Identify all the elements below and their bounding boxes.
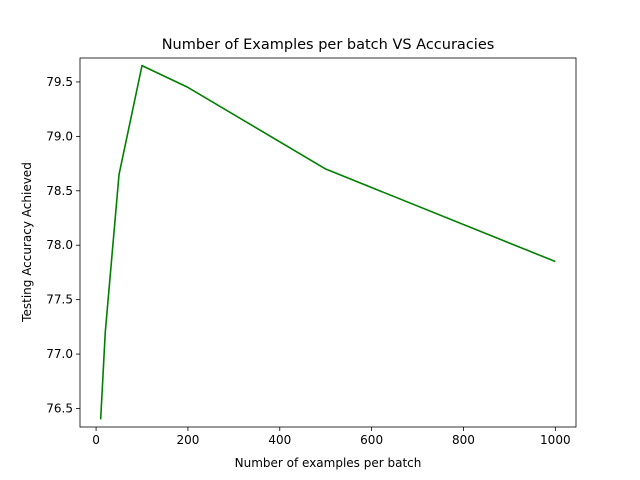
- plot-frame: [79, 57, 577, 428]
- y-tick-label: 79.0: [46, 129, 73, 143]
- plot-area: 0 200 400 600 800 1000 76.5 77.0 77.5 78.0 78.5 79.…: [46, 57, 577, 447]
- x-tick-label: 600: [360, 433, 383, 447]
- x-axis-label: Number of examples per batch: [235, 456, 422, 470]
- x-tick-label: 800: [452, 433, 475, 447]
- y-axis-label: Testing Accuracy Achieved: [20, 162, 34, 323]
- x-tick-label: 200: [176, 433, 199, 447]
- y-tick-label: 76.5: [46, 401, 73, 415]
- y-tick-label: 77.5: [46, 293, 73, 307]
- chart-title: Number of Examples per batch VS Accuraci…: [162, 37, 495, 53]
- y-tick-label: 77.0: [46, 347, 73, 361]
- x-tick-label: 0: [92, 433, 100, 447]
- y-tick-label: 78.0: [46, 238, 73, 252]
- series-line-0: [99, 64, 556, 420]
- x-tick-label: 1000: [540, 433, 571, 447]
- y-tick-label: 79.5: [46, 75, 73, 89]
- y-tick-label: 78.5: [46, 184, 73, 198]
- x-tick-label: 400: [268, 433, 291, 447]
